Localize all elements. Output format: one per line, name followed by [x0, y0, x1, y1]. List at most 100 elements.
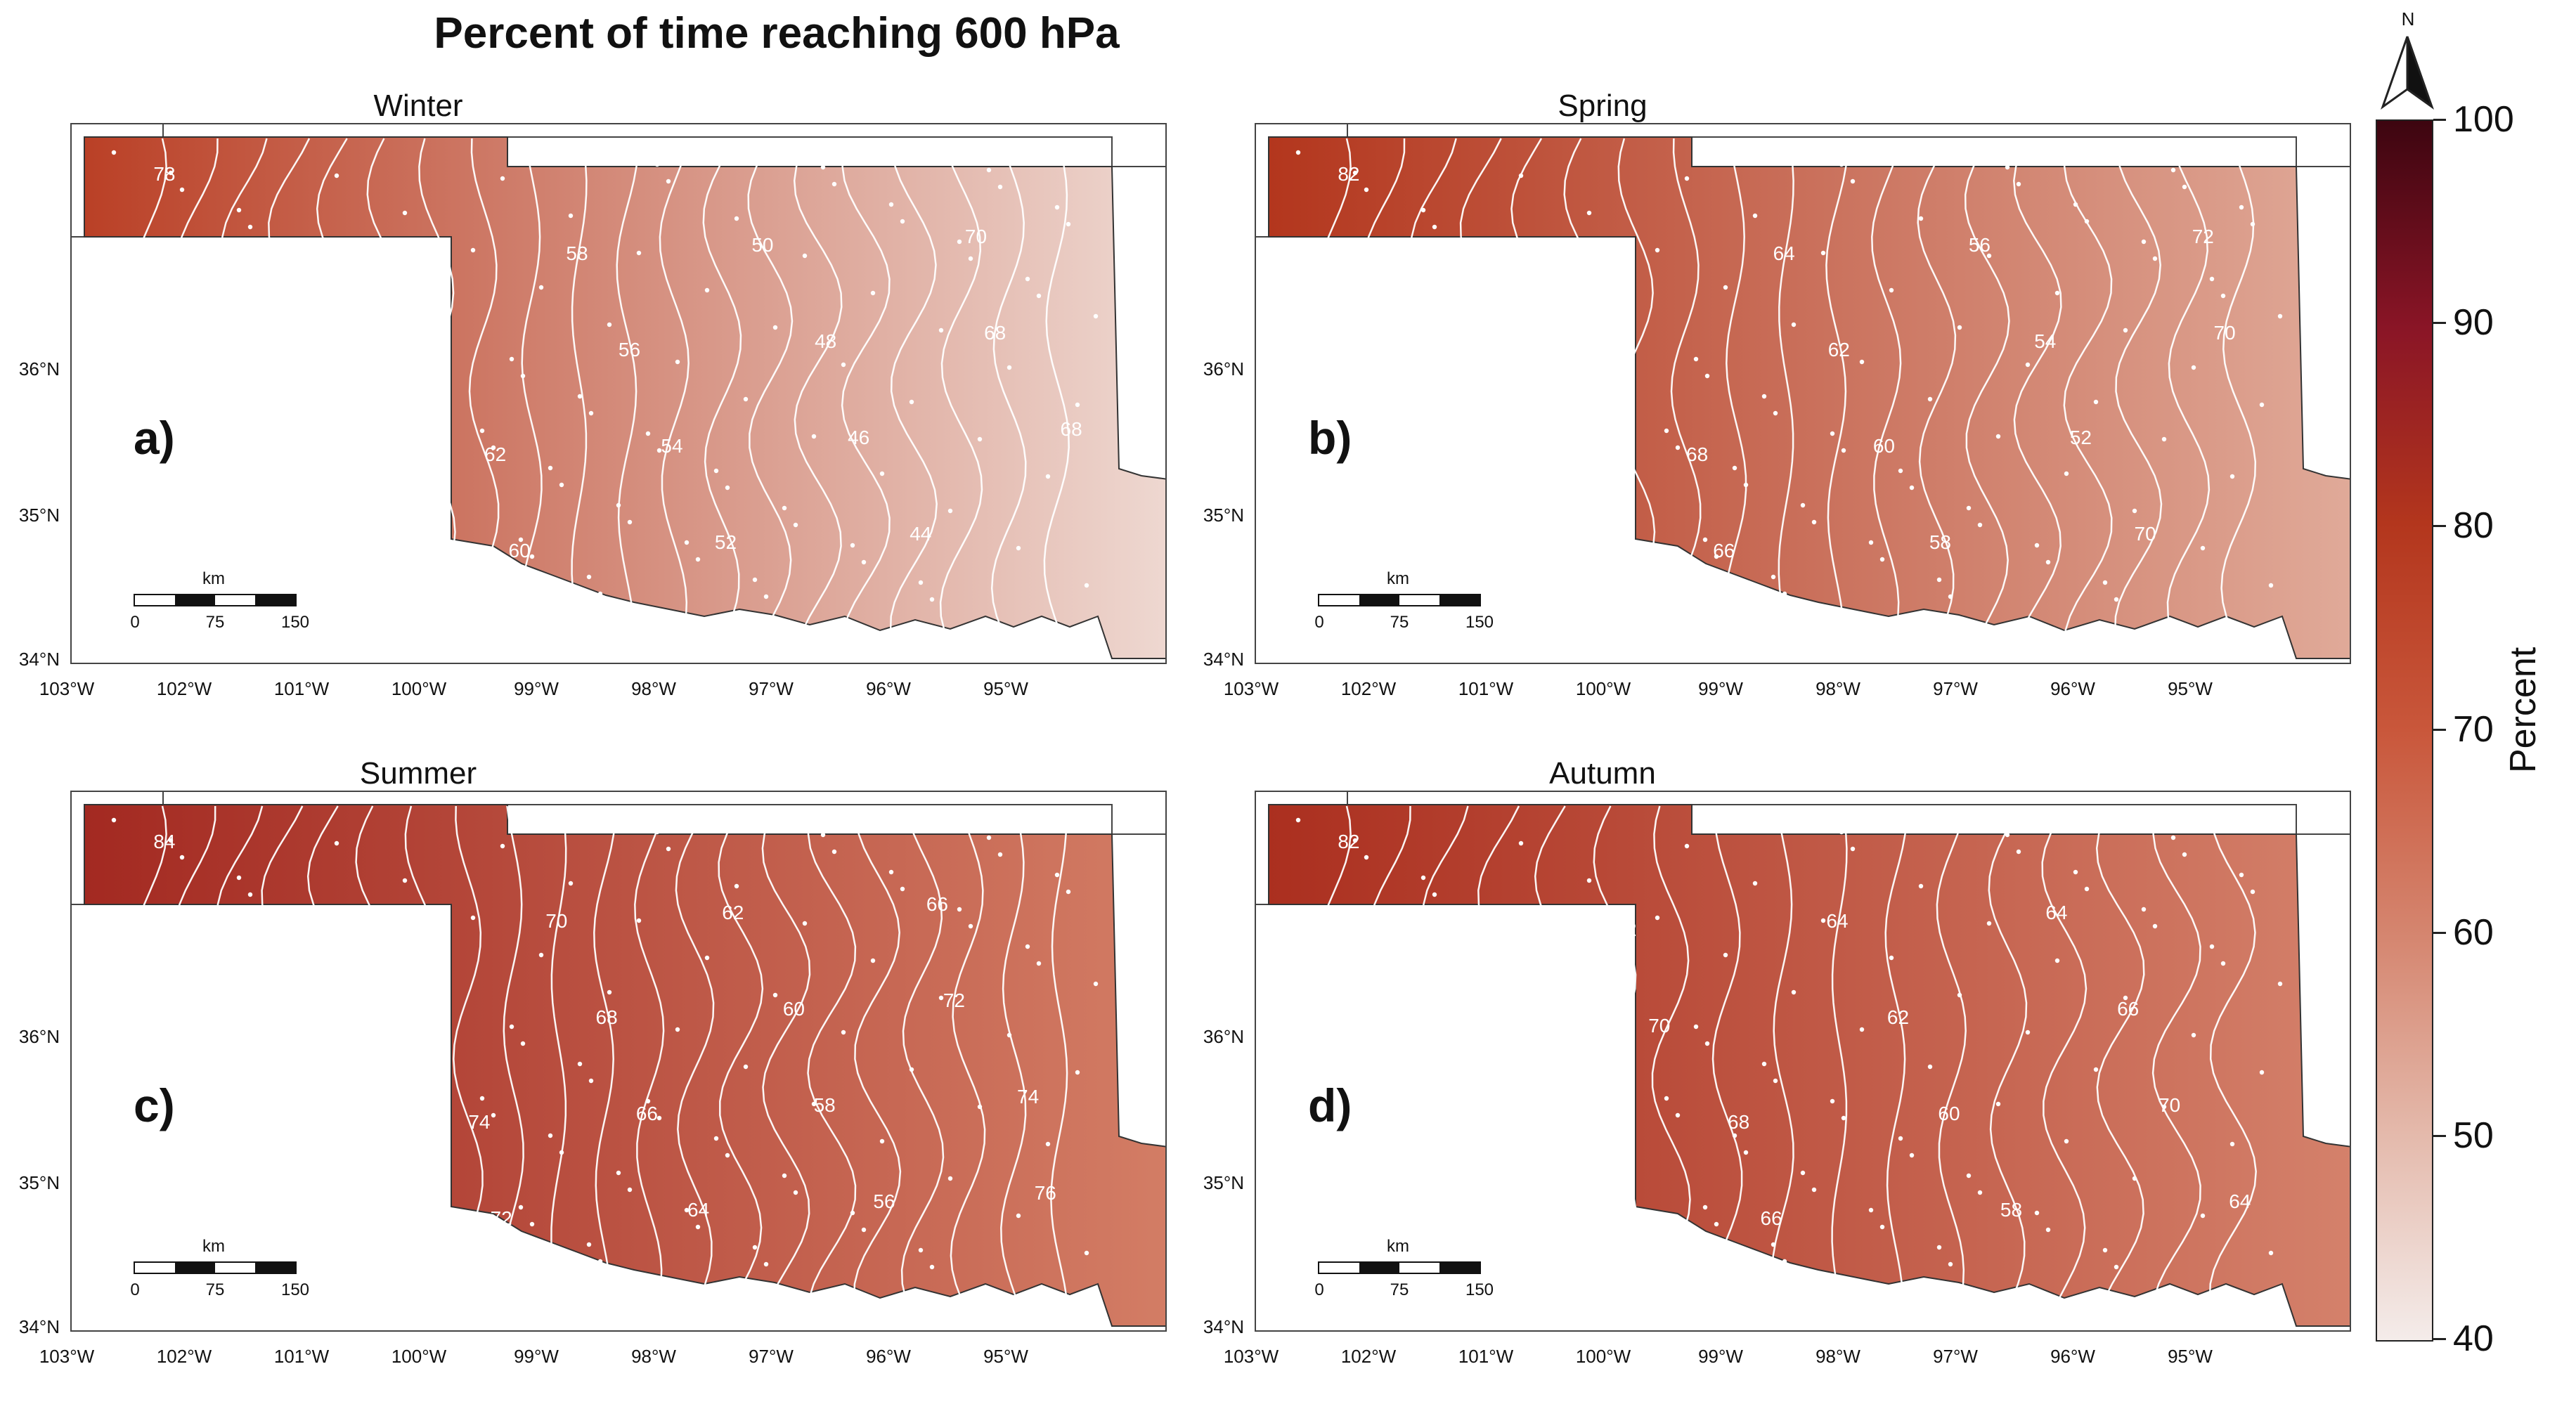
contour-label: 56: [619, 339, 640, 361]
contour-line: [1825, 138, 1849, 645]
station-dot: [666, 846, 671, 852]
station-dot: [236, 875, 242, 881]
contour-label: 60: [783, 998, 805, 1020]
contour-label: 80: [335, 1216, 357, 1238]
station-dot: [1007, 365, 1012, 370]
station-dot: [334, 173, 339, 178]
station-dot: [1036, 293, 1042, 299]
contour-label: 86: [168, 927, 190, 949]
station-dot: [1704, 1041, 1710, 1046]
station-dot: [1820, 918, 1826, 923]
oklahoma-shape: [1268, 136, 2350, 659]
contour-line: [1368, 805, 1411, 1313]
station-dot: [2016, 181, 2021, 187]
contour-line: [1316, 138, 1352, 645]
station-dot: [1830, 431, 1835, 436]
contour-line: [1668, 138, 1702, 645]
contour-label: 76: [171, 259, 193, 281]
contour-line: [1884, 806, 1908, 1313]
station-dot: [1868, 540, 1874, 545]
station-dot: [782, 505, 787, 511]
station-dot: [168, 838, 174, 843]
station-dot: [2132, 508, 2137, 514]
station-dot: [1918, 216, 1924, 221]
station-dot: [1084, 1250, 1089, 1256]
contour-label: 68: [1728, 1111, 1749, 1133]
lon-tick-label: 95°W: [983, 678, 1028, 699]
lon-tick-label: 99°W: [1698, 678, 1743, 699]
station-dot: [918, 580, 924, 585]
station-dot: [900, 886, 905, 892]
colorbar-tick-label: 70: [2453, 708, 2494, 750]
station-dot: [763, 594, 769, 599]
station-dot: [900, 219, 905, 224]
scale-bar: [134, 594, 297, 606]
station-dot: [725, 1152, 730, 1158]
colorbar-tick: [2433, 525, 2446, 528]
map-frame: 82 80 78 76 74 72 70 68 66 64 62 60 58 64 66 70 64: [1255, 791, 2351, 1332]
contour-label: 80: [1357, 259, 1379, 281]
station-dot: [743, 396, 749, 402]
contour-label: 64: [413, 347, 435, 369]
contour-label: 70: [344, 548, 366, 570]
station-dot: [2054, 290, 2060, 296]
neighbour-state-lines: [72, 124, 1165, 238]
station-dot: [1986, 253, 1992, 259]
station-dot: [500, 843, 505, 849]
contour-line: [131, 138, 167, 645]
contour-line: [1988, 805, 2028, 1313]
station-dot: [2239, 204, 2244, 210]
station-dot: [1420, 875, 1426, 881]
station-dot: [772, 325, 778, 330]
station-dot: [2093, 399, 2099, 405]
station-dot: [1868, 1207, 1874, 1213]
lat-tick-label: 35°N: [18, 1172, 60, 1193]
station-dot: [841, 1030, 846, 1035]
station-dot: [802, 921, 808, 926]
station-dot: [1016, 1213, 1021, 1219]
station-dot: [1518, 173, 1524, 178]
contour-line: [718, 805, 764, 1313]
station-dot: [1295, 817, 1301, 823]
contour-line: [659, 138, 690, 645]
station-dot: [1025, 944, 1030, 949]
station-dot: [1352, 170, 1358, 176]
station-dot: [1723, 285, 1728, 290]
contour-label: 62: [1828, 339, 1850, 361]
station-dot: [2045, 1227, 2051, 1233]
scale-bar-unit: km: [1387, 569, 1409, 588]
colorbar-tick: [2433, 1134, 2446, 1137]
station-dot: [1927, 396, 1933, 402]
station-dot: [947, 1176, 953, 1181]
station-dot: [1045, 474, 1051, 479]
lon-tick-label: 95°W: [983, 1346, 1028, 1367]
station-dot: [2250, 221, 2255, 227]
station-dot: [538, 285, 544, 290]
contour-label: 58: [1929, 531, 1951, 553]
contour-line: [1043, 138, 1070, 645]
station-dot: [1420, 207, 1426, 213]
contour-label: 70: [545, 910, 567, 932]
station-dot: [1693, 356, 1699, 362]
station-dot: [179, 855, 185, 860]
station-dot: [1889, 955, 1894, 961]
lon-tick-label: 101°W: [1458, 678, 1514, 699]
contour-label: 64: [1826, 910, 1848, 932]
station-dot: [538, 952, 544, 958]
station-dot: [1684, 843, 1690, 849]
station-dot: [938, 327, 944, 333]
lon-tick-label: 97°W: [749, 678, 794, 699]
contour-line: [216, 805, 264, 1313]
contour-label: 70: [2135, 523, 2156, 545]
station-dot: [654, 829, 660, 835]
station-dot: [734, 883, 739, 889]
lon-tick-label: 102°W: [156, 1346, 212, 1367]
station-dot: [1066, 221, 1071, 227]
station-dot: [1702, 1205, 1708, 1210]
station-dot: [1791, 989, 1797, 995]
contour-label: 74: [1562, 1216, 1584, 1238]
scale-bar: [1318, 1261, 1481, 1274]
station-dot: [2182, 852, 2187, 857]
station-dot: [713, 468, 719, 474]
